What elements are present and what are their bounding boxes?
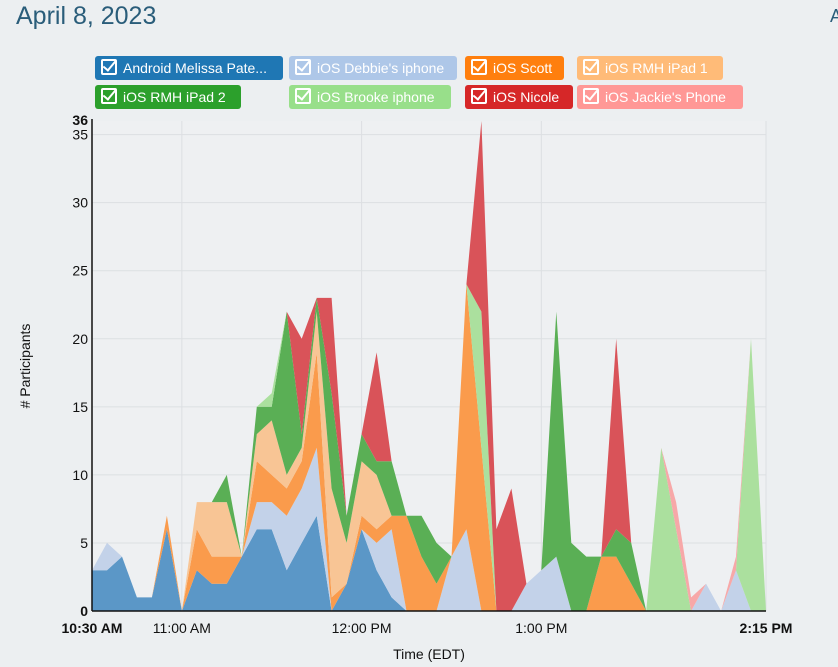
- x-tick-label: 10:30 AM: [62, 620, 123, 636]
- page-title: April 8, 2023: [16, 2, 157, 30]
- area-series-android-melissa-pate: [92, 515, 766, 611]
- x-tick-label: 1:00 PM: [515, 620, 567, 636]
- legend-label: iOS RMH iPad 2: [123, 89, 226, 105]
- legend-label: iOS Brooke iphone: [317, 89, 435, 105]
- checkbox-checked-icon[interactable]: [295, 59, 311, 75]
- legend-label: Android Melissa Pate...: [123, 60, 267, 76]
- legend-item-android-melissa[interactable]: Android Melissa Pate...: [95, 56, 283, 80]
- legend-item-ios-rmh-ipad-2[interactable]: iOS RMH iPad 2: [95, 85, 241, 109]
- legend-label: iOS RMH iPad 1: [605, 60, 708, 76]
- y-tick-label: 35: [72, 127, 88, 143]
- legend-item-ios-jackie[interactable]: iOS Jackie's Phone: [577, 85, 743, 109]
- y-tick-label: 30: [72, 195, 88, 211]
- y-tick-label: 20: [72, 331, 88, 347]
- checkbox-checked-icon[interactable]: [101, 59, 117, 75]
- legend-label: iOS Nicole: [493, 89, 560, 105]
- x-tick-label: 11:00 AM: [153, 620, 211, 636]
- checkbox-checked-icon[interactable]: [101, 88, 117, 104]
- checkbox-checked-icon[interactable]: [295, 88, 311, 104]
- y-tick-label: 0: [80, 603, 88, 619]
- x-axis-title: Time (EDT): [393, 646, 465, 662]
- legend-item-ios-debbie[interactable]: iOS Debbie's iphone: [289, 56, 457, 80]
- y-tick-label: 5: [80, 535, 88, 551]
- legend-item-ios-nicole[interactable]: iOS Nicole: [465, 85, 573, 109]
- y-tick-label: 15: [72, 399, 88, 415]
- y-tick-label: 10: [72, 467, 88, 483]
- legend-label: iOS Jackie's Phone: [605, 89, 726, 105]
- legend-label: iOS Debbie's iphone: [317, 60, 445, 76]
- area-series-ios-rmh-ipad-2: [92, 284, 766, 611]
- checkbox-checked-icon[interactable]: [471, 59, 487, 75]
- checkbox-checked-icon[interactable]: [583, 59, 599, 75]
- x-tick-label: 2:15 PM: [740, 620, 793, 636]
- checkbox-checked-icon[interactable]: [471, 88, 487, 104]
- checkbox-checked-icon[interactable]: [583, 88, 599, 104]
- legend-item-ios-brooke[interactable]: iOS Brooke iphone: [289, 85, 451, 109]
- y-tick-label: 25: [72, 263, 88, 279]
- legend-item-ios-scott[interactable]: iOS Scott: [465, 56, 564, 80]
- legend-label: iOS Scott: [493, 60, 553, 76]
- x-tick-label: 12:00 PM: [332, 620, 392, 636]
- y-max-label: 36: [72, 112, 88, 128]
- legend-item-ios-rmh-ipad-1[interactable]: iOS RMH iPad 1: [577, 56, 723, 80]
- clipped-heading-letter: A: [830, 6, 838, 26]
- y-axis-title: # Participants: [17, 324, 33, 409]
